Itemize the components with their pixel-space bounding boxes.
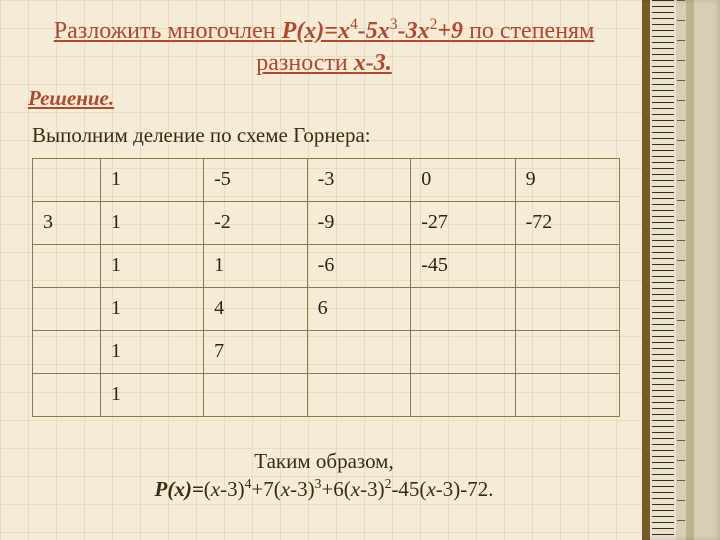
table-row: 11-6-45 [33,244,620,287]
table-cell [411,373,515,416]
table-cell [33,330,101,373]
title-term-const: +9 [437,18,463,44]
title-sup-3: 3 [390,16,398,33]
table-row: 1 [33,373,620,416]
horner-tbody: 1-5-30931-2-9-27-7211-6-45146171 [33,158,620,416]
table-cell [411,330,515,373]
conclusion-expansion: (x-3)4+7(x-3)3+6(x-3)2-45(x-3)-72. [204,477,494,501]
table-cell: 3 [33,201,101,244]
table-cell [515,330,619,373]
table-cell: 9 [515,158,619,201]
table-cell: -72 [515,201,619,244]
table-cell: 0 [411,158,515,201]
table-row: 1-5-309 [33,158,620,201]
table-cell: -27 [411,201,515,244]
conclusion: Таким образом, P(x)=(x-3)4+7(x-3)3+6(x-3… [28,447,620,504]
conclusion-line1: Таким образом, [254,449,393,473]
table-cell [33,158,101,201]
solution-label: Решение. [28,86,620,111]
table-cell: -9 [307,201,411,244]
table-cell [307,373,411,416]
table-row: 31-2-9-27-72 [33,201,620,244]
page-title: Разложить многочлен P(x)=x4-5x3-3x2+9 по… [28,14,620,80]
conclusion-poly-lead: P(x)= [155,477,204,501]
table-cell [307,330,411,373]
title-term-x2: -5x [358,18,390,44]
title-diff: x-3. [354,50,392,76]
table-cell [33,373,101,416]
table-cell: -5 [204,158,308,201]
title-prefix: Разложить многочлен [54,18,282,44]
table-cell: 1 [100,373,203,416]
table-cell: -6 [307,244,411,287]
table-cell: 6 [307,287,411,330]
table-cell: 1 [204,244,308,287]
table-row: 17 [33,330,620,373]
table-cell: -45 [411,244,515,287]
title-sup-4: 4 [350,16,358,33]
table-cell: 1 [100,330,203,373]
table-cell: 1 [100,287,203,330]
table-cell: 1 [100,244,203,287]
table-cell [411,287,515,330]
table-cell [515,373,619,416]
table-cell [33,287,101,330]
table-cell [515,287,619,330]
table-cell [33,244,101,287]
title-poly-lead: P(x)= [282,18,338,44]
slide-content: Разложить многочлен P(x)=x4-5x3-3x2+9 по… [0,0,720,513]
table-cell: 4 [204,287,308,330]
table-cell [515,244,619,287]
table-cell: -2 [204,201,308,244]
table-row: 146 [33,287,620,330]
table-cell [204,373,308,416]
table-cell: 7 [204,330,308,373]
horner-table: 1-5-30931-2-9-27-7211-6-45146171 [32,158,620,417]
table-cell: -3 [307,158,411,201]
title-term-x3: -3x [398,18,430,44]
lead-text: Выполним деление по схеме Горнера: [32,123,620,148]
table-cell: 1 [100,158,203,201]
table-cell: 1 [100,201,203,244]
title-term-x1: x [338,18,350,44]
